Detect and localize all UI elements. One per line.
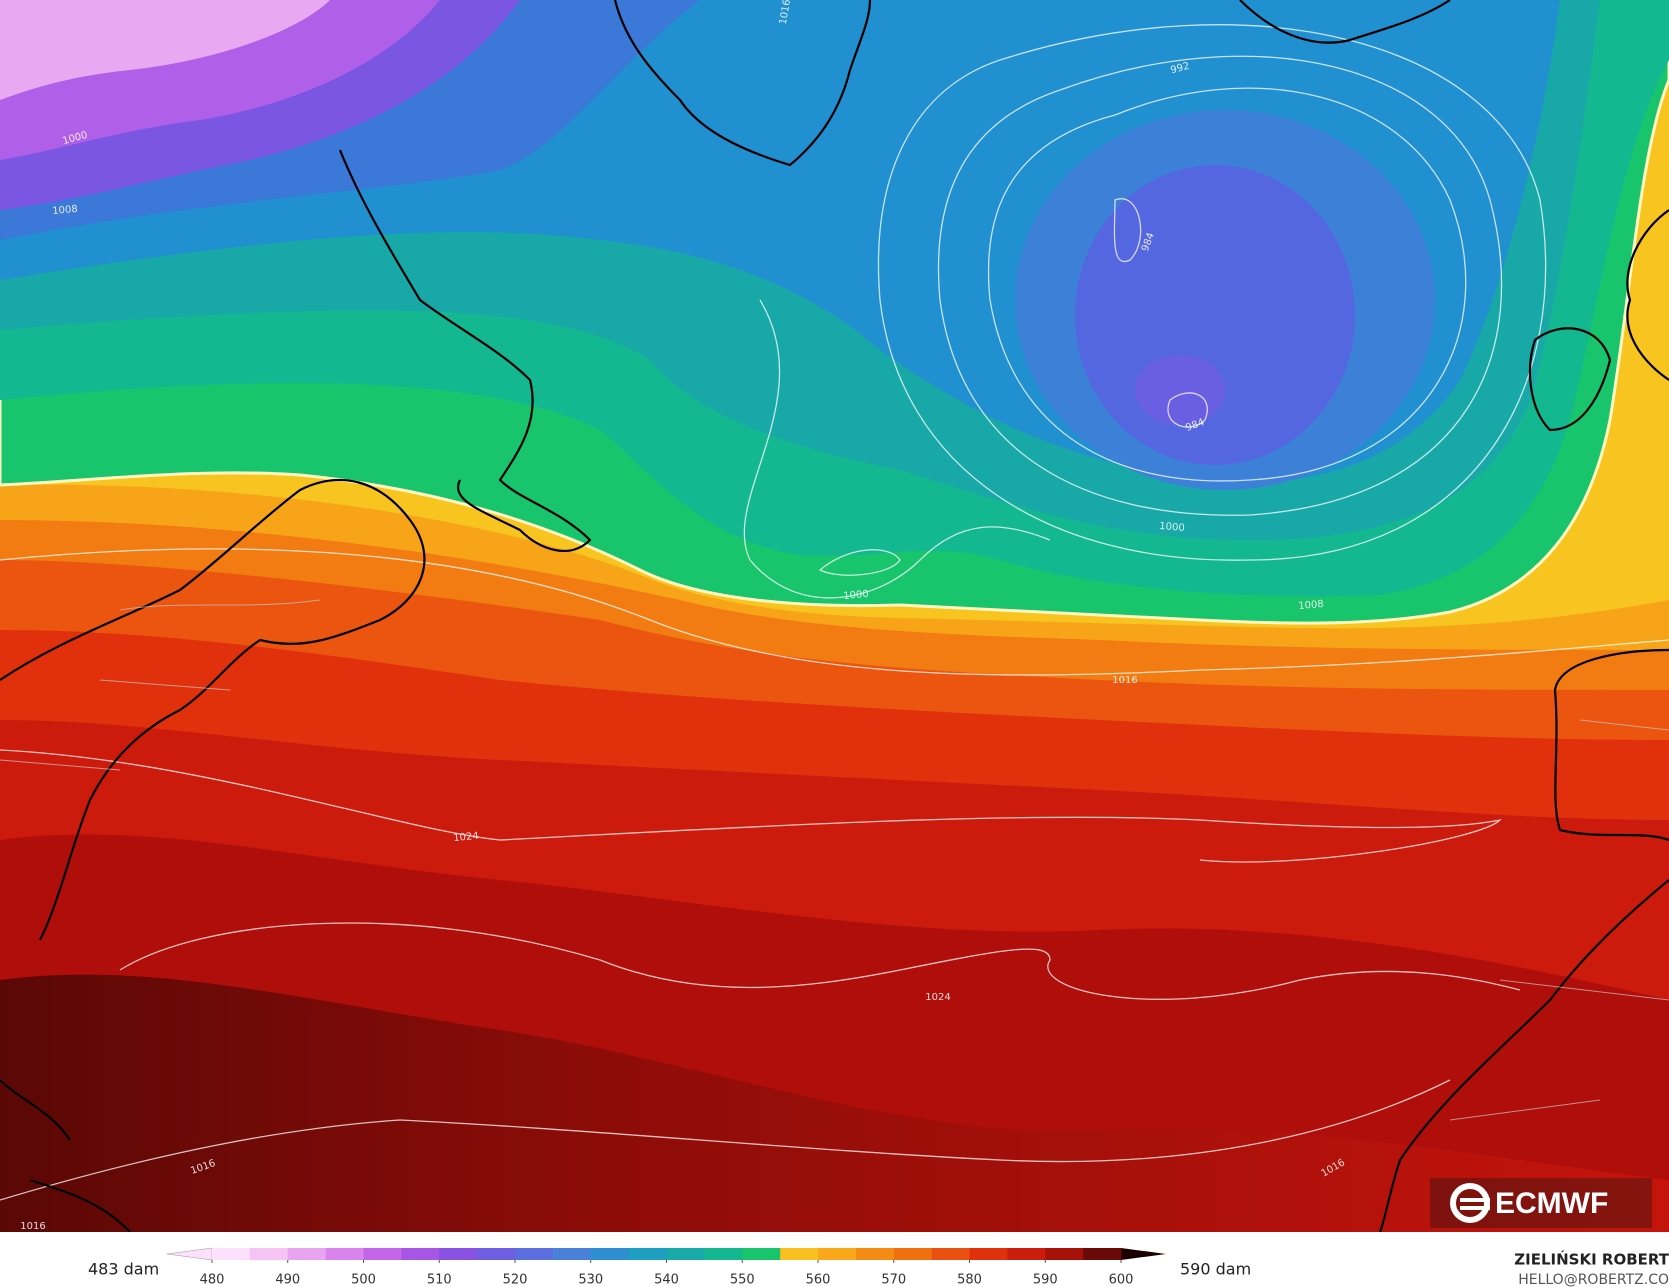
- isobar-label: 1016: [778, 0, 793, 26]
- isobar: [743, 299, 1051, 599]
- isobar-label: 1000: [1159, 521, 1185, 534]
- coastline: [1626, 209, 1669, 381]
- colorbar-arrow: [1121, 1248, 1166, 1260]
- colorbar-step: [969, 1248, 1008, 1260]
- colorbar-step: [893, 1248, 933, 1260]
- colorbar-step: [515, 1248, 554, 1260]
- colorbar-step: [249, 1248, 289, 1260]
- colorbar-tick-label: 500: [351, 1273, 376, 1287]
- logo-icon: [1460, 1206, 1490, 1210]
- colorbar-tick-label: 570: [881, 1273, 906, 1287]
- isobar: [937, 55, 1503, 516]
- isobar-label: 1008: [1298, 599, 1324, 612]
- colorbar-step: [742, 1248, 781, 1260]
- colorbar-tick-label: 480: [200, 1273, 225, 1287]
- colorbar-tick-label: 540: [654, 1273, 679, 1287]
- isobar: [1113, 198, 1208, 428]
- colorbar-step: [287, 1248, 327, 1260]
- coastline: [1378, 879, 1669, 1232]
- isobar: [0, 1079, 1451, 1201]
- colorbar-tick-label: 520: [503, 1273, 528, 1287]
- colorbar-tick-label: 560: [806, 1273, 831, 1287]
- colorbar-step: [439, 1248, 478, 1260]
- colorbar-step: [590, 1248, 630, 1260]
- ecmwf-logo: ECMWF: [1430, 1178, 1652, 1228]
- border: [0, 599, 1669, 1121]
- colorbar-step: [212, 1248, 251, 1260]
- colorbar-step: [325, 1248, 364, 1260]
- isobar-label: 1008: [52, 204, 78, 217]
- coastline: [0, 1079, 131, 1232]
- isobar: [0, 548, 1669, 676]
- colorbar-tick-label: 590: [1033, 1273, 1058, 1287]
- isobar: [987, 87, 1467, 482]
- isobar-label: 1016: [1112, 675, 1137, 686]
- field-band: [0, 0, 330, 100]
- low-center: [1075, 165, 1355, 465]
- colorbar-step: [628, 1248, 667, 1260]
- author: ZIELIŃSKI ROBERT: [1514, 1250, 1669, 1269]
- logo-icon: [1460, 1198, 1490, 1202]
- isobar-label: 1016: [20, 1221, 45, 1232]
- colorbar-step: [1083, 1248, 1122, 1260]
- low-center: [1135, 355, 1225, 425]
- colorbar-tick-label: 600: [1109, 1273, 1134, 1287]
- coastline: [338, 149, 592, 552]
- coastline: [1239, 0, 1451, 44]
- isobar-label: 1024: [453, 831, 479, 844]
- isobar: [877, 24, 1547, 561]
- colorbar-tick-label: 490: [275, 1273, 300, 1287]
- colorbar-step: [1045, 1248, 1084, 1260]
- isobar-label: 1000: [843, 589, 869, 602]
- colorbar: 480 490 500 510 520 530 540 550 560 570 580 590 600: [166, 1247, 1166, 1287]
- coastline: [1553, 648, 1669, 842]
- colorbar-step: [363, 1248, 402, 1260]
- isobar: [818, 549, 901, 576]
- map-field: [0, 0, 1669, 1232]
- colorbar-step: [1007, 1248, 1046, 1260]
- colorbar-step: [855, 1248, 895, 1260]
- colorbar-max-label: 590 dam: [1180, 1260, 1251, 1279]
- colorbar-step: [666, 1248, 705, 1260]
- colorbar-step: [780, 1248, 819, 1260]
- isobar: [0, 749, 1502, 863]
- colorbar-step: [401, 1248, 440, 1260]
- colorbar-step: [818, 1248, 857, 1260]
- colorbar-tick-label: 550: [730, 1273, 755, 1287]
- contact: HELLO@ROBERTZ.CO: [1518, 1272, 1669, 1287]
- isobar-label: 1024: [925, 992, 950, 1003]
- coastline: [613, 0, 872, 167]
- colorbar-tick-label: 530: [578, 1273, 603, 1287]
- colorbar-step: [704, 1248, 743, 1260]
- logo-icon: [1450, 1183, 1490, 1223]
- logo-text: ECMWF: [1495, 1187, 1608, 1220]
- isobar-label: 992: [1169, 61, 1190, 77]
- colorbar-step: [931, 1248, 970, 1260]
- isobar: [119, 922, 1521, 1000]
- colorbar-tick-label: 510: [427, 1273, 452, 1287]
- colorbar-step: [552, 1248, 592, 1260]
- colorbar-min-label: 483 dam: [88, 1260, 159, 1279]
- colorbar-tick-label: 580: [957, 1273, 982, 1287]
- colorbar-step: [477, 1248, 516, 1260]
- coastline: [1528, 327, 1612, 432]
